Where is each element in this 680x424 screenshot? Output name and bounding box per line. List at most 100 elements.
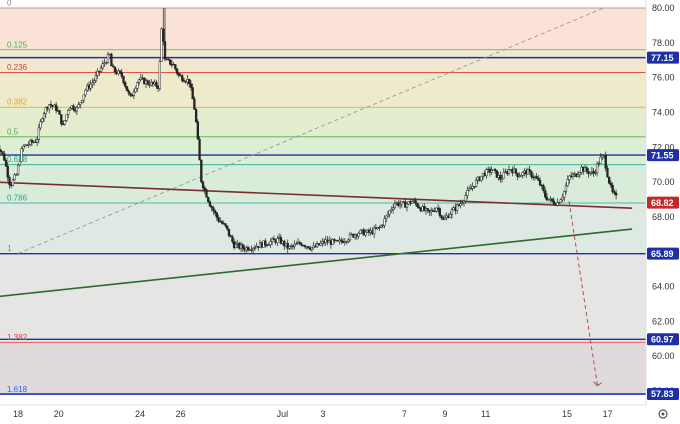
- level-badge-label: 77.15: [651, 53, 674, 63]
- candle-body: [42, 113, 46, 120]
- candle-body: [585, 167, 588, 172]
- time-tick-label: 17: [603, 409, 613, 419]
- candle-body: [383, 218, 386, 226]
- candle-body: [227, 228, 231, 236]
- candle-body: [11, 179, 15, 186]
- candle-body: [462, 200, 466, 204]
- candle-body: [611, 185, 614, 193]
- candle-body: [189, 83, 193, 88]
- time-axis[interactable]: 18 20 24 26 Jul 3 7 9 11 15 17: [13, 409, 613, 419]
- support-trendline[interactable]: [0, 228, 633, 298]
- fib-band: [0, 72, 646, 108]
- candle-body: [438, 208, 441, 216]
- candle-body: [414, 200, 417, 204]
- settings-gear-icon[interactable]: [658, 409, 668, 419]
- candle-body: [146, 80, 149, 85]
- fib-band: [0, 253, 646, 343]
- candle-body: [347, 239, 350, 242]
- candle-body: [101, 63, 104, 69]
- last-price-badge-label: 68.82: [651, 198, 674, 208]
- candle-body: [182, 80, 186, 82]
- candle-body: [499, 174, 502, 180]
- candle-body: [105, 62, 108, 64]
- candle-body: [449, 214, 452, 218]
- candle-body: [94, 75, 98, 81]
- candle-body: [207, 197, 210, 203]
- candle-body: [545, 196, 549, 201]
- candle-body: [388, 210, 391, 215]
- level-badge: [647, 247, 679, 260]
- candle-body: [295, 243, 298, 245]
- candle-body: [392, 207, 395, 210]
- price-tick-label: 70.00: [652, 177, 675, 187]
- time-tick-label: 26: [176, 409, 186, 419]
- candle-body: [606, 168, 609, 178]
- candle-body: [124, 82, 127, 87]
- candle-body: [455, 204, 459, 211]
- candle-body: [35, 139, 39, 143]
- candle-body: [551, 198, 554, 202]
- candle-body: [480, 175, 483, 181]
- candle-body: [542, 185, 545, 192]
- candle-body: [372, 227, 376, 235]
- candle-body: [163, 41, 167, 60]
- candle-body: [592, 170, 595, 174]
- candle-body: [298, 242, 301, 244]
- candle-body: [589, 172, 592, 175]
- candle-body: [27, 144, 30, 146]
- candle-body: [8, 176, 11, 185]
- candle-body: [310, 247, 314, 250]
- time-tick-label: 15: [562, 409, 572, 419]
- fib-band: [0, 107, 646, 137]
- fib-label: 0.125: [7, 40, 28, 49]
- candle-body: [279, 236, 282, 244]
- candle-body: [132, 91, 136, 96]
- candle-body: [15, 174, 18, 176]
- trendlines[interactable]: [0, 181, 633, 298]
- candle-body: [398, 203, 402, 206]
- candle-body: [288, 246, 291, 249]
- fib-band: [0, 49, 646, 73]
- candle-body: [37, 127, 40, 140]
- candle-body: [468, 188, 471, 191]
- projection-arrowhead: [593, 381, 602, 387]
- candle-body: [552, 200, 556, 205]
- level-badge: [647, 51, 679, 64]
- dashed-lines: [17, 7, 604, 387]
- level-badge-label: 60.97: [651, 334, 674, 344]
- candle-body: [530, 171, 533, 178]
- price-tick-label: 60.00: [652, 351, 675, 361]
- candle-body: [544, 190, 547, 198]
- candle-body: [80, 100, 84, 103]
- candle-body: [155, 81, 158, 87]
- candle-body: [386, 213, 390, 217]
- candle-body: [490, 170, 493, 173]
- candle-body: [559, 199, 562, 203]
- price-tick-label: 72.00: [652, 142, 675, 152]
- candle-body: [331, 239, 334, 245]
- candle-body: [58, 110, 61, 115]
- candle-body: [417, 206, 421, 209]
- candle-body: [405, 203, 409, 208]
- candle-body: [473, 186, 476, 188]
- level-badge-label: 71.55: [651, 150, 674, 160]
- candle-body: [224, 223, 227, 226]
- candle-body: [113, 66, 117, 72]
- candle-body: [303, 245, 307, 248]
- candle-body: [49, 104, 53, 106]
- candle-body: [557, 202, 561, 204]
- resistance-trendline[interactable]: [0, 181, 633, 210]
- candle-body: [561, 196, 564, 200]
- candle-body: [253, 247, 257, 249]
- candle-body: [77, 104, 80, 108]
- candle-body: [300, 243, 303, 246]
- time-tick-label: 7: [402, 409, 407, 419]
- candle-body: [158, 61, 161, 89]
- candle-body: [393, 203, 397, 208]
- candle-body: [134, 88, 137, 93]
- candle-body: [193, 98, 196, 110]
- level-badge: [647, 387, 679, 400]
- candle-body: [44, 107, 47, 114]
- candle-body: [535, 175, 538, 179]
